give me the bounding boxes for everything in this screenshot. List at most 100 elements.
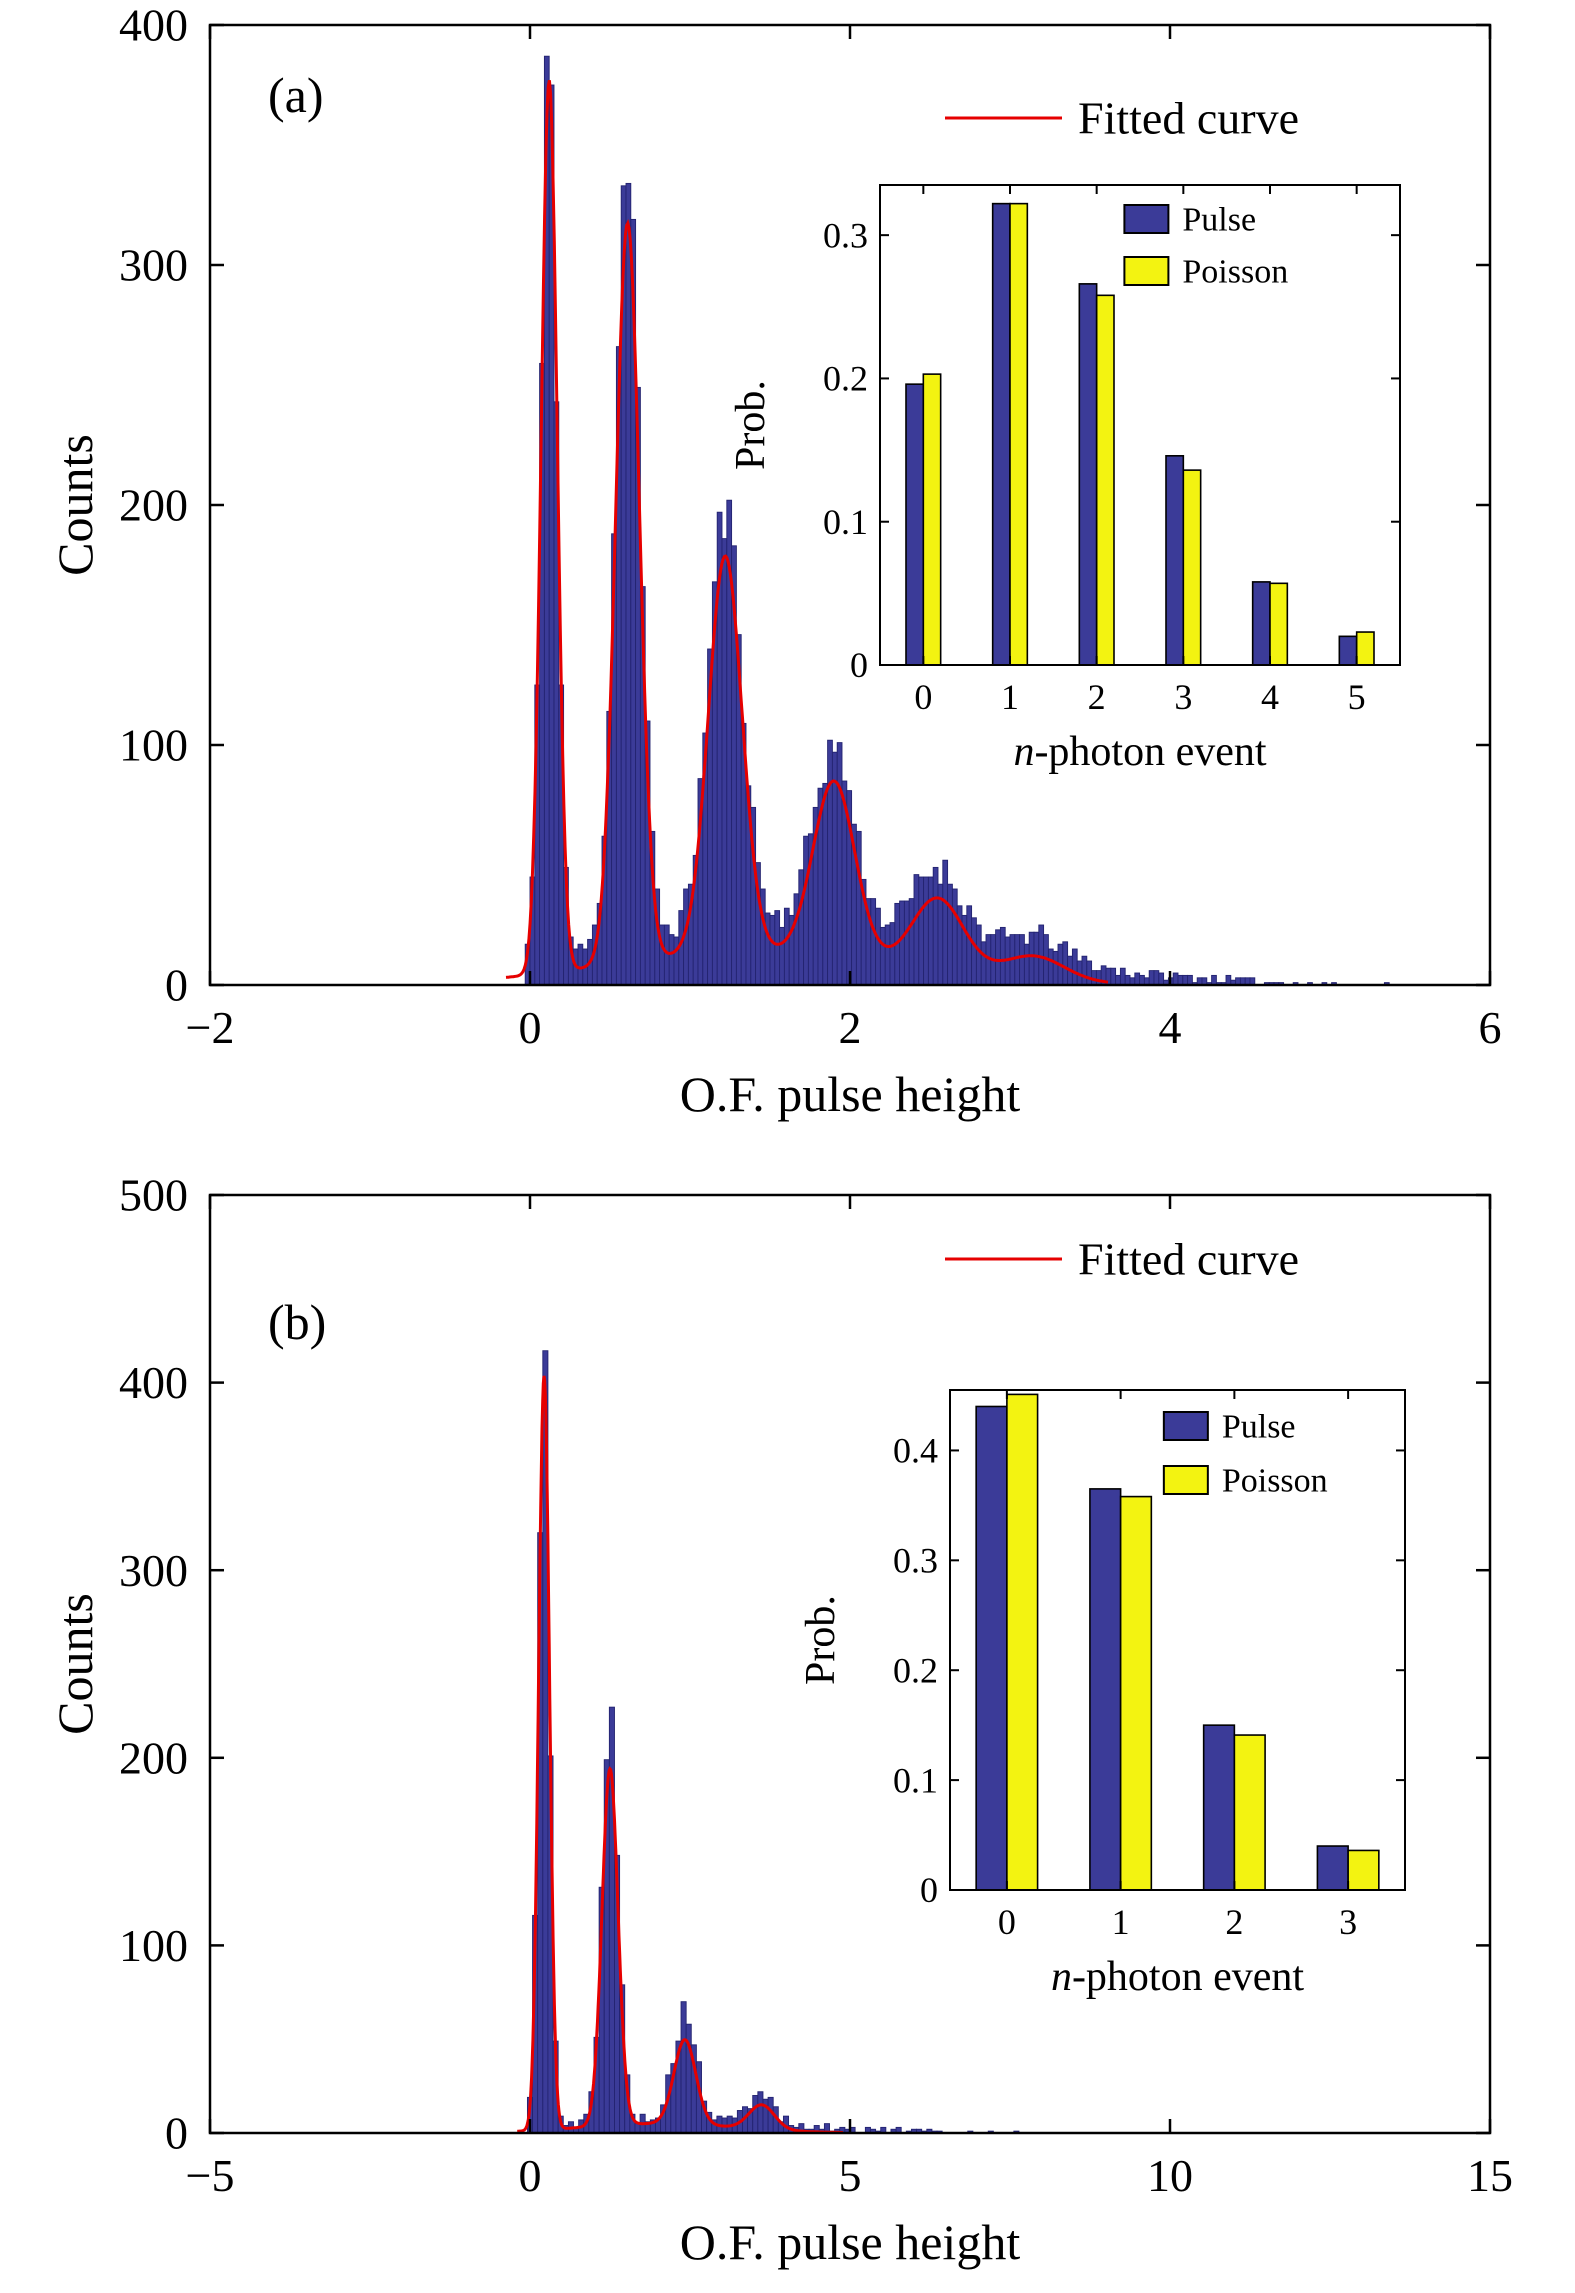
- histogram-bar: [903, 900, 910, 986]
- inset-bar-pulse: [1316, 1845, 1349, 1891]
- x-tick-label: −2: [186, 1002, 235, 1053]
- histogram-bar: [1033, 931, 1040, 986]
- histogram-bar: [995, 929, 1001, 986]
- histogram-bar: [879, 926, 886, 986]
- histogram-bar: [1081, 955, 1088, 986]
- histogram-bar: [752, 2095, 759, 2134]
- x-tick-label: 4: [1159, 1002, 1182, 1053]
- histogram-bar: [1115, 974, 1121, 986]
- inset-y-tick-label: 0.4: [893, 1431, 938, 1471]
- inset-y-tick-label: 0.3: [823, 215, 868, 255]
- x-tick-label: 6: [1479, 1002, 1502, 1053]
- x-tick-label: −5: [186, 2150, 235, 2201]
- histogram-bar: [798, 869, 805, 986]
- inset-bar-pulse: [1251, 581, 1271, 666]
- histogram-bar: [1134, 972, 1141, 986]
- inset-bar-pulse: [1165, 455, 1185, 666]
- histogram-bar: [1211, 974, 1217, 986]
- histogram-bar: [966, 905, 973, 986]
- inset-y-tick-label: 0: [850, 645, 868, 685]
- histogram-bar: [836, 742, 843, 986]
- inset-y-tick-label: 0.3: [893, 1541, 938, 1581]
- histogram-bar: [668, 934, 675, 986]
- inset-frame: [949, 1389, 1406, 1891]
- x-tick-label: 5: [839, 2150, 862, 2201]
- histogram-bar: [875, 907, 881, 986]
- histogram-bar: [1172, 972, 1179, 986]
- inset-bar-poisson: [922, 373, 942, 666]
- histogram-bar: [779, 926, 785, 986]
- x-axis-label: O.F. pulse height: [680, 1066, 1021, 1122]
- histogram-bar: [855, 830, 862, 986]
- histogram-bar: [1052, 950, 1059, 986]
- inset-legend-swatch-pulse: [1162, 1411, 1209, 1441]
- inset-y-tick-label: 0.2: [823, 359, 868, 399]
- inset-legend-swatch-pulse: [1123, 204, 1170, 234]
- y-tick-label: 400: [119, 0, 188, 51]
- inset-x-tick-label: 1: [1001, 677, 1019, 717]
- histogram-bar: [1014, 934, 1021, 986]
- inset-x-tick-label: 3: [1174, 677, 1192, 717]
- histogram-bar: [673, 936, 680, 986]
- histogram-bar: [1095, 970, 1102, 986]
- histogram-bar: [634, 2123, 641, 2134]
- inset-bar-pulse: [905, 383, 925, 666]
- y-tick-label: 300: [119, 240, 188, 291]
- inset-x-tick-label: 5: [1348, 677, 1366, 717]
- histogram-bar: [1124, 974, 1131, 986]
- histogram-bar: [1062, 941, 1069, 986]
- histogram-bar: [577, 943, 584, 986]
- histogram-bar: [1153, 970, 1160, 986]
- histogram-bar: [803, 835, 809, 986]
- inset-bar-pulse: [1078, 283, 1098, 666]
- inset-legend-label-pulse: Pulse: [1182, 202, 1256, 239]
- histogram-bar: [1182, 974, 1189, 986]
- histogram-bar: [1139, 974, 1145, 986]
- histogram-bar: [1110, 967, 1117, 986]
- histogram-bar: [831, 751, 838, 986]
- inset-legend-label-poisson: Poisson: [1182, 254, 1288, 291]
- inset-bar-poisson: [1182, 469, 1202, 666]
- histogram-bar: [721, 538, 728, 986]
- y-axis-label: Counts: [47, 434, 103, 576]
- histogram-bar: [625, 182, 632, 986]
- histogram-bar: [1086, 960, 1093, 986]
- inset-frame: [879, 184, 1401, 666]
- y-tick-label: 200: [119, 480, 188, 531]
- legend-fitted-curve-label: Fitted curve: [1078, 1234, 1299, 1285]
- histogram-bar: [769, 914, 776, 986]
- inset-x-tick-label: 2: [1225, 1902, 1243, 1942]
- inset-bar-poisson: [1009, 202, 1029, 666]
- y-tick-label: 300: [119, 1545, 188, 1596]
- x-tick-label: 0: [519, 2150, 542, 2201]
- histogram-bar: [1119, 967, 1126, 986]
- histogram-bar: [947, 883, 953, 986]
- histogram-bar: [1028, 931, 1035, 986]
- inset-bar-pulse: [991, 202, 1011, 666]
- inset-bar-poisson: [1233, 1734, 1266, 1891]
- inset-x-tick-label: 0: [914, 677, 932, 717]
- histogram-bar: [1148, 970, 1155, 986]
- inset-bar-poisson: [1347, 1849, 1380, 1891]
- legend-fitted-curve-label: Fitted curve: [1078, 93, 1299, 144]
- y-axis-label: Counts: [47, 1593, 103, 1735]
- inset-legend-label-poisson: Poisson: [1222, 1463, 1328, 1500]
- histogram-bar: [783, 907, 790, 986]
- histogram-bar: [884, 924, 891, 986]
- histogram-bar: [764, 912, 771, 986]
- y-tick-label: 100: [119, 1920, 188, 1971]
- histogram-bar: [1187, 974, 1193, 986]
- histogram-bar: [971, 917, 977, 986]
- histogram-bar: [757, 2091, 764, 2134]
- inset-bar-poisson: [1269, 582, 1289, 666]
- x-tick-label: 0: [519, 1002, 542, 1053]
- histogram-bar: [951, 888, 958, 986]
- inset-legend-swatch-poisson: [1162, 1465, 1209, 1495]
- histogram-bar: [774, 910, 781, 986]
- histogram-bar: [923, 876, 929, 986]
- inset-bar-poisson: [1119, 1495, 1153, 1891]
- y-tick-label: 100: [119, 720, 188, 771]
- inset-bar-poisson: [1355, 631, 1375, 666]
- x-axis-label: O.F. pulse height: [680, 2214, 1021, 2270]
- histogram-bar: [870, 898, 877, 986]
